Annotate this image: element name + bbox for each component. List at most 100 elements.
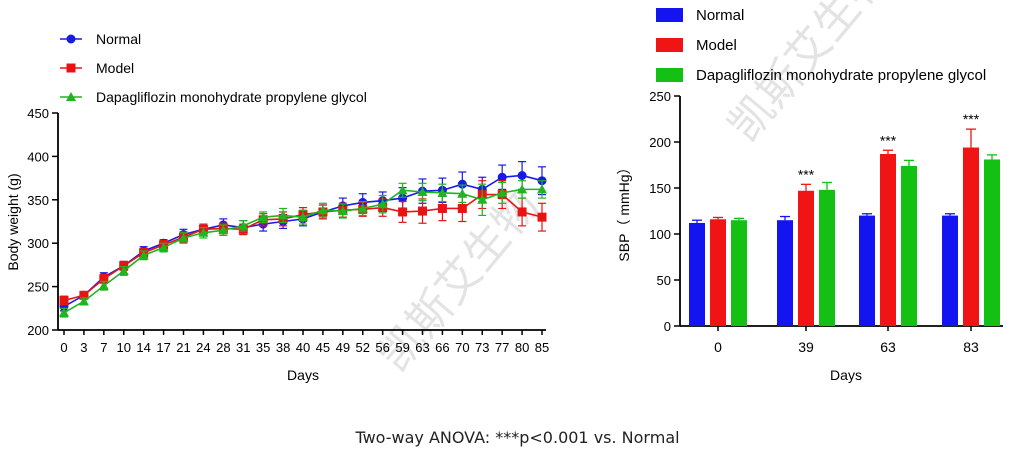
x-tick-label: 80: [515, 340, 529, 355]
data-point: [457, 179, 467, 189]
data-point: [357, 203, 368, 213]
data-point: [377, 199, 388, 209]
bar: [984, 159, 1000, 326]
x-tick-label: 35: [256, 340, 270, 355]
y-tick-label: 200: [649, 135, 671, 150]
bar: [901, 165, 917, 326]
x-tick-label: 52: [356, 340, 370, 355]
bar: [880, 153, 896, 326]
data-point: [477, 194, 488, 204]
x-axis-title: Days: [287, 367, 319, 383]
legend-label: Normal: [96, 31, 141, 47]
data-point: [79, 290, 89, 300]
y-tick-label: 400: [27, 149, 49, 164]
y-axis-title: SBP（ mmHg）: [616, 160, 632, 261]
data-point: [119, 261, 129, 271]
data-point: [398, 207, 408, 217]
legend-label: Normal: [696, 7, 744, 24]
footnote: Two-way ANOVA: ***p<0.001 vs. Normal: [355, 428, 680, 447]
data-point: [238, 220, 249, 230]
x-tick-label: 63: [880, 339, 896, 355]
y-tick-label: 250: [27, 280, 49, 295]
data-point: [278, 210, 289, 220]
x-tick-label: 38: [276, 340, 290, 355]
x-tick-label: 31: [236, 340, 250, 355]
data-point: [497, 187, 508, 197]
legend: Normal Model Dapagliflozin monohydrate pro…: [656, 7, 986, 84]
data-point: [59, 307, 69, 317]
bar: [710, 219, 726, 326]
data-point: [437, 187, 448, 197]
x-tick-label: 40: [296, 340, 310, 355]
significance-label: ***: [798, 166, 815, 182]
data-point: [537, 212, 547, 222]
data-point: [457, 203, 467, 213]
legend-label: Dapagliflozin monohydrate propylene glyc…: [696, 67, 986, 84]
data-point: [118, 265, 129, 275]
bar: [942, 215, 958, 326]
bar: [731, 220, 747, 326]
data-point: [78, 296, 89, 306]
x-tick-label: 24: [196, 340, 210, 355]
legend-label: Model: [96, 60, 134, 76]
data-point: [517, 170, 527, 180]
legend-marker: [66, 92, 76, 101]
data-point: [417, 186, 428, 196]
x-tick-label: 21: [176, 340, 190, 355]
data-point: [99, 274, 109, 284]
y-tick-label: 150: [649, 181, 671, 196]
y-axis-title: Body weight (g): [5, 173, 21, 270]
x-tick-label: 56: [375, 340, 389, 355]
data-point: [398, 193, 408, 203]
data-point: [158, 242, 169, 252]
legend-marker: [66, 34, 76, 44]
x-tick-label: 73: [475, 340, 489, 355]
data-point: [218, 225, 229, 235]
legend-swatch: [656, 68, 683, 82]
x-tick-label: 85: [535, 340, 549, 355]
x-tick-label: 59: [395, 340, 409, 355]
x-tick-label: 0: [714, 339, 722, 355]
body-weight-line-chart: 200 250 300 350 400 450 0 3 7 10 14 17 21 24 28 31 35 38 4…: [5, 31, 549, 383]
x-tick-label: 70: [455, 340, 469, 355]
x-tick-label: 49: [336, 340, 350, 355]
data-point: [198, 227, 209, 237]
x-tick-label: 3: [80, 340, 87, 355]
bar-series-1: [710, 128, 979, 326]
x-tick-label: 66: [435, 340, 449, 355]
data-point: [337, 206, 348, 216]
legend-label: Model: [696, 37, 737, 54]
data-point: [517, 184, 528, 194]
legend-swatch: [656, 8, 683, 22]
series-2: [59, 180, 547, 318]
data-point: [517, 207, 527, 217]
significance-label: ***: [880, 132, 897, 148]
data-point: [418, 206, 427, 216]
y-tick-label: 0: [664, 319, 671, 334]
legend-swatch: [656, 38, 683, 52]
data-point: [98, 280, 109, 290]
x-tick-label: 77: [495, 340, 509, 355]
bar-series-0: [689, 213, 958, 326]
x-tick-label: 10: [117, 340, 131, 355]
bar-series-2: [731, 154, 1000, 326]
legend-marker: [66, 63, 76, 73]
data-point: [138, 250, 149, 260]
x-tick-label: 63: [415, 340, 429, 355]
sbp-bar-chart: 0 50 100 150 200 250 0 39 63 83 Days SBP（ mmHg） *** *…: [616, 7, 1003, 383]
data-point: [457, 188, 468, 198]
bar: [819, 189, 835, 326]
x-tick-label: 83: [963, 339, 979, 355]
data-point: [317, 205, 328, 215]
data-point: [537, 184, 547, 194]
x-tick-label: 7: [100, 340, 107, 355]
bar: [689, 222, 705, 326]
data-point: [437, 203, 447, 213]
bar: [798, 190, 814, 326]
data-point: [298, 212, 308, 222]
x-tick-label: 0: [60, 340, 67, 355]
x-axis-title: Days: [830, 367, 862, 383]
legend: Normal Model Dapagliflozin monohydrate pro…: [60, 31, 367, 105]
data-point: [497, 172, 507, 182]
